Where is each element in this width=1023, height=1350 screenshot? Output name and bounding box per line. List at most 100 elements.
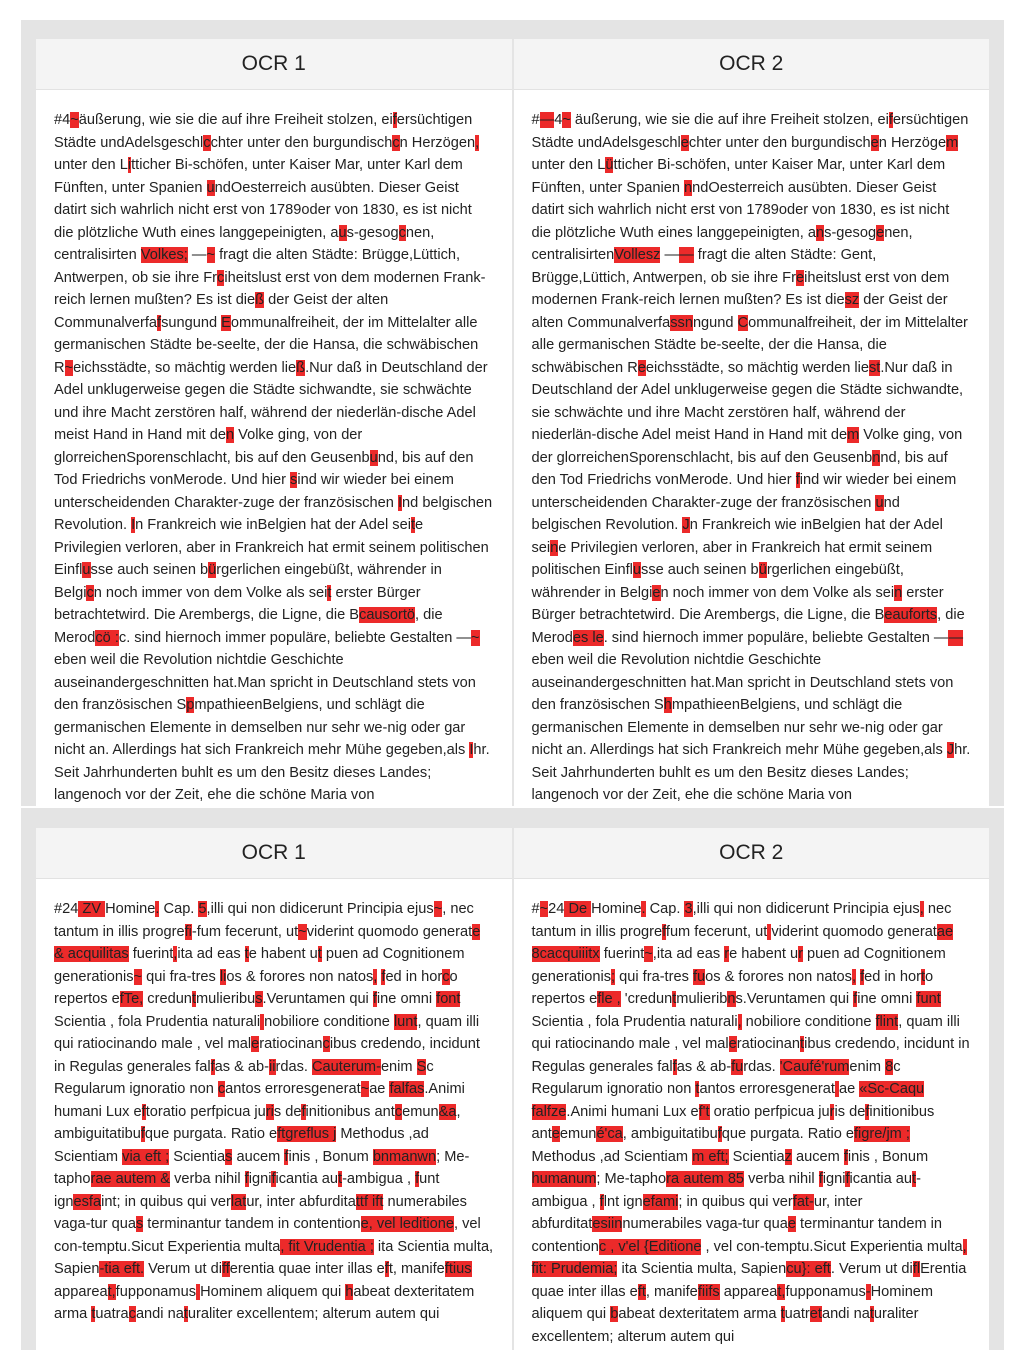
text-segment: ,illi qui non didicerunt Principia ejus	[206, 901, 434, 917]
diff-highlight: e	[728, 1036, 737, 1052]
text-segment: que purgata. Ratio e	[721, 1126, 854, 1142]
diff-highlight: -tia eft.	[99, 1261, 145, 1277]
diff-highlight: ü	[208, 562, 217, 578]
diff-highlight: s	[255, 991, 263, 1007]
text-segment: tticher Bi-schöfen, unter Kaiser Mar, un…	[531, 157, 946, 196]
text-segment: n noch immer von dem Volke als sei	[660, 584, 895, 601]
text-segment: icantia au	[275, 1171, 338, 1187]
text-segment: t, manife	[388, 1261, 445, 1277]
text-segment: initionibus ant	[531, 1103, 935, 1143]
diff-highlight: I	[131, 517, 136, 533]
text-segment: os & forores non natos	[226, 968, 374, 985]
text-segment: tticher Bi-schöfen, unter Kaiser Mar, un…	[54, 157, 463, 196]
text-segment: enim	[380, 1058, 417, 1075]
diff-highlight: f	[141, 1103, 146, 1120]
diff-highlight: eauforts	[884, 607, 938, 623]
diff-highlight: e	[251, 1036, 260, 1052]
diff-highlight: ;	[611, 968, 616, 985]
text-segment: n Herzögen	[399, 134, 476, 151]
diff-highlight: e	[642, 1193, 651, 1210]
text-segment: uraliter excellentem; alterum autem qui	[531, 1306, 919, 1345]
text-segment: initionibus ant	[305, 1103, 395, 1120]
text-segment: ommunalfreiheit, der im Mittelalter alle…	[531, 314, 968, 376]
text-segment: s.Veruntamen qui	[735, 991, 854, 1007]
diff-highlight: f	[888, 112, 893, 128]
diff-highlight: f	[157, 314, 162, 331]
diff-highlight: u	[82, 562, 91, 578]
diff-highlight: ~	[298, 923, 307, 940]
diff-highlight: h	[345, 1283, 354, 1300]
diff-highlight: s	[135, 1216, 144, 1232]
text-segment: e Privilegien verloren, aber in Frankrei…	[54, 517, 489, 578]
text-segment: igni	[248, 1171, 272, 1187]
diff-highlight: e	[551, 1126, 560, 1142]
diff-highlight: ,	[173, 946, 178, 962]
diff-highlight: ,	[737, 1013, 742, 1030]
diff-highlight: c	[394, 1103, 403, 1120]
diff-highlight: f	[860, 968, 865, 985]
text-segment: Hominem aliquem qui	[200, 1283, 346, 1300]
text-segment: puen ad Cognitionem generationis	[531, 946, 946, 985]
diff-highlight: fl	[912, 1261, 921, 1277]
column-header: OCR 1	[36, 39, 512, 90]
diff-highlight: n	[816, 224, 825, 241]
text-segment: uatra	[95, 1306, 129, 1322]
diff-highlight: b	[610, 1306, 619, 1322]
text-segment: icantia au	[849, 1171, 913, 1187]
diff-highlight: c	[128, 1306, 136, 1322]
diff-highlight: ~	[70, 112, 79, 128]
text-segment: fragt die alten Städte: Brügge,Lüttich, …	[54, 247, 461, 286]
diff-highlight: r	[798, 946, 803, 962]
text-segment: ,ita ad eas	[652, 946, 725, 962]
diff-highlight: e	[876, 224, 885, 241]
text-segment: unt ign	[54, 1171, 440, 1210]
diff-highlight: .	[641, 901, 646, 917]
diff-highlight: &a	[438, 1103, 457, 1120]
text-segment: n noch immer von dem Volke als sei	[93, 584, 328, 601]
text-segment: antos erroresgenerat	[699, 1081, 835, 1097]
text-segment: ibus credendo, incidunt in Regulas gener…	[531, 1036, 970, 1075]
text-segment: andi na	[821, 1306, 870, 1322]
text-segment: ind wir wieder bei einem unterscheidende…	[531, 472, 957, 511]
diff-highlight: f	[372, 991, 377, 1007]
diff-highlight: e	[680, 134, 689, 151]
diff-highlight: f	[415, 1171, 420, 1187]
diff-highlight: humanum	[531, 1171, 597, 1187]
text-segment: puen ad Cognitionem generationis	[54, 946, 465, 985]
diff-highlight: n	[894, 584, 903, 601]
text-segment: . sind hiernoch immer populäre, beliebte…	[603, 629, 949, 646]
diff-highlight: m eft;	[692, 1148, 729, 1165]
text-segment: nen, centralisirten	[531, 224, 913, 264]
diff-highlight: f	[392, 112, 397, 128]
text-segment: , nec tantum in illis progre	[54, 901, 474, 940]
text-segment: . Verum ut di	[830, 1261, 913, 1277]
text-segment: oratio perfpicua ju	[709, 1103, 830, 1120]
diff-highlight: Volkes;	[140, 247, 188, 263]
diff-highlight: s	[225, 1148, 233, 1165]
text-segment: -ambigua ,	[342, 1171, 416, 1187]
diff-highlight: t	[869, 1306, 874, 1322]
diff-highlight: font	[436, 991, 461, 1007]
diff-highlight: c	[86, 584, 94, 601]
diff-highlight: ~	[470, 629, 480, 646]
diff-highlight: 3	[684, 901, 693, 917]
diff-highlight: f't	[698, 1103, 710, 1120]
text-segment: emun	[559, 1126, 597, 1142]
diff-highlight: c	[442, 968, 450, 985]
text-segment: Hominem aliquem qui	[531, 1283, 934, 1323]
text-segment: , quam illi qui ratiocinando male , vel …	[531, 1013, 960, 1053]
diff-highlight: ssn	[670, 314, 693, 331]
text-segment: qui fra-tres	[615, 968, 693, 985]
text-segment: unter den L	[531, 157, 606, 173]
text-segment: Scientia	[728, 1148, 785, 1165]
diff-highlight: e	[787, 1216, 796, 1232]
diff-highlight: S	[416, 1058, 427, 1075]
diff-highlight: —	[539, 112, 555, 128]
diff-highlight: f	[301, 1103, 306, 1120]
diff-highlight: t	[191, 991, 196, 1007]
text-segment: credun	[143, 991, 192, 1007]
diff-highlight: ~	[644, 946, 653, 962]
diff-highlight: t	[695, 1081, 700, 1097]
text-segment: Methodus ,ad Scientiam	[531, 1148, 693, 1165]
column-header: OCR 2	[513, 39, 989, 90]
